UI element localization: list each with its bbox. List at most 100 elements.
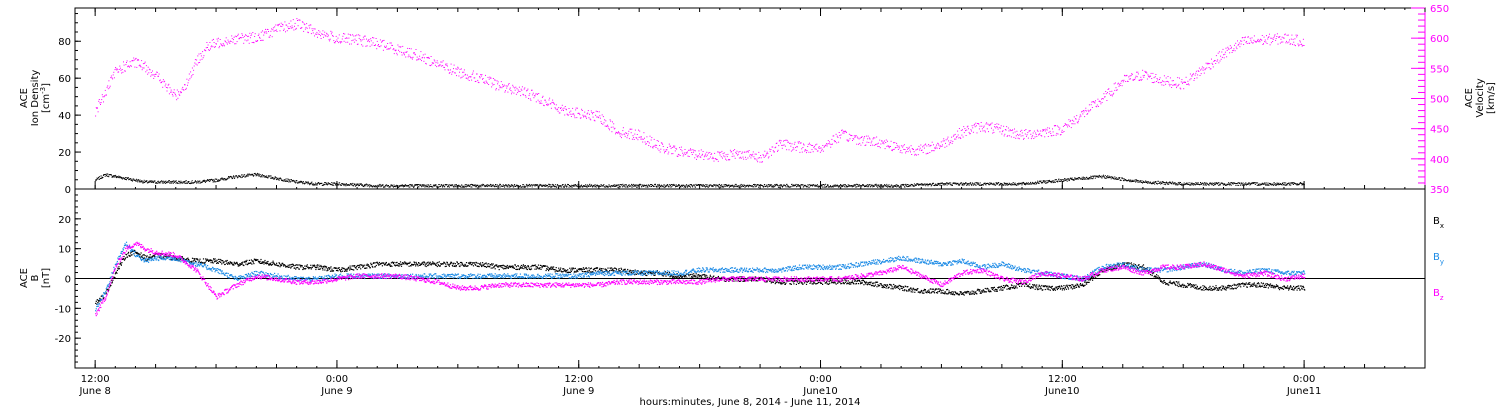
data-point [471,184,473,185]
data-point [1215,182,1217,184]
data-point [655,147,657,148]
data-point [789,142,791,144]
data-point [1063,180,1065,182]
data-point [1222,48,1224,50]
data-point [683,186,685,188]
data-point [865,184,867,186]
data-point [864,136,865,138]
data-point [451,73,453,75]
data-point [995,182,997,184]
data-point [291,27,292,29]
data-point [934,185,936,187]
data-point [198,53,200,55]
data-point [454,72,456,74]
data-point [695,154,697,156]
data-point [1294,38,1296,40]
data-point [428,56,430,58]
data-point [1192,73,1194,75]
data-point [161,180,163,182]
data-point [909,149,911,151]
data-point [250,174,252,176]
data-point [915,185,917,186]
data-point [448,72,450,74]
data-point [1079,116,1081,118]
data-point [254,172,256,174]
data-point [971,130,972,132]
data-point [913,185,914,187]
data-point [1284,34,1286,36]
data-point [237,176,239,178]
data-point [1243,39,1245,41]
data-point [203,180,205,182]
data-point [815,148,817,150]
data-point [184,84,185,86]
data-point [184,182,186,184]
data-point [975,184,977,186]
data-point [106,175,108,177]
data-point [665,150,667,152]
data-point [561,109,563,111]
data-point [311,181,313,183]
data-point [245,34,247,36]
data-point [642,138,644,140]
data-point [700,149,702,151]
data-point [647,186,649,188]
data-point [1050,132,1052,134]
data-point [174,94,176,96]
data-point [637,184,639,186]
data-point [692,149,694,151]
data-point [994,124,996,125]
data-point [399,46,401,48]
data-point [333,182,335,184]
data-point [114,273,116,275]
data-point [336,39,338,41]
data-point [1209,68,1211,70]
density-tick-label: 80 [58,37,71,48]
data-point [131,178,133,180]
data-point [881,140,883,142]
data-point [226,43,228,45]
data-point [1252,42,1254,44]
data-point [708,186,710,188]
data-point [1236,48,1238,50]
data-point [660,185,661,187]
data-point [285,24,287,26]
data-point [225,178,227,180]
data-point [719,154,721,156]
data-point [582,114,584,116]
data-point [1000,184,1002,186]
data-point [243,35,245,37]
data-point [1202,184,1204,186]
data-point [624,135,626,137]
data-point [1169,85,1171,87]
data-point [781,144,783,146]
data-point [607,186,609,188]
data-point [549,183,550,185]
data-point [295,27,297,29]
data-point [1070,127,1072,129]
data-point [240,177,242,179]
data-point [422,54,424,56]
data-point [577,186,579,188]
data-point [1212,66,1214,68]
data-point [1094,102,1096,104]
data-point [437,185,439,187]
data-point [1159,181,1161,183]
data-point [571,113,573,115]
data-point [1013,183,1015,185]
data-point [1032,135,1034,137]
data-point [1126,74,1128,76]
data-point [1265,182,1267,184]
data-point [574,117,576,119]
data-point [930,185,932,187]
data-point [984,131,986,133]
data-point [1041,130,1043,132]
data-point [1095,105,1097,107]
data-point [1056,180,1058,182]
data-point [488,78,490,80]
data-point [358,37,360,39]
data-point [540,184,542,186]
data-point [937,143,939,145]
data-point [418,58,420,60]
data-point [144,62,146,64]
